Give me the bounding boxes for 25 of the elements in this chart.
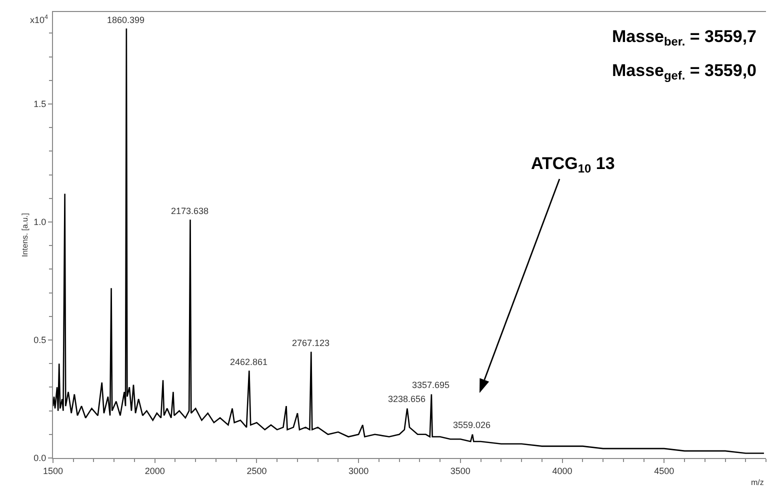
- annotation: 3559.026: [453, 420, 491, 430]
- x-tick-label: 3000: [348, 466, 369, 476]
- y-axis-title: Intens. [a.u.]: [20, 212, 30, 258]
- annotation: 2173.638: [171, 206, 209, 216]
- y-tick-label: 0.5: [34, 335, 46, 346]
- x-tick-label: 1500: [42, 466, 64, 476]
- x-axis-title: m/z: [751, 478, 764, 487]
- x-tick-label: 4500: [654, 466, 674, 476]
- y-tick-label: 0.0: [34, 453, 46, 464]
- y-tick-label: 1.0: [34, 217, 46, 228]
- y-tick-label: 1.5: [34, 99, 46, 110]
- annotation: 1860.399: [107, 15, 145, 25]
- annotation: Masse$_{ber.}$ = 3559,7: [612, 27, 757, 49]
- annotation: Masse$_{gef.}$ = 3559,0: [612, 61, 756, 83]
- x-tick-label: 4000: [552, 466, 572, 476]
- annotation: 3238.656: [388, 394, 426, 404]
- text: x10$^{4}$: [30, 14, 49, 25]
- x-tick-label: 3500: [450, 466, 470, 476]
- annotation: 3357.695: [412, 380, 450, 390]
- annotation: ATCG$_{10}$ 13: [531, 154, 615, 176]
- x-tick-label: 2500: [246, 466, 267, 476]
- line-series: [53, 28, 765, 454]
- x-tick-label: 2000: [144, 466, 165, 476]
- annotation: 2767.123: [292, 338, 330, 348]
- annotation: 2462.861: [230, 357, 268, 367]
